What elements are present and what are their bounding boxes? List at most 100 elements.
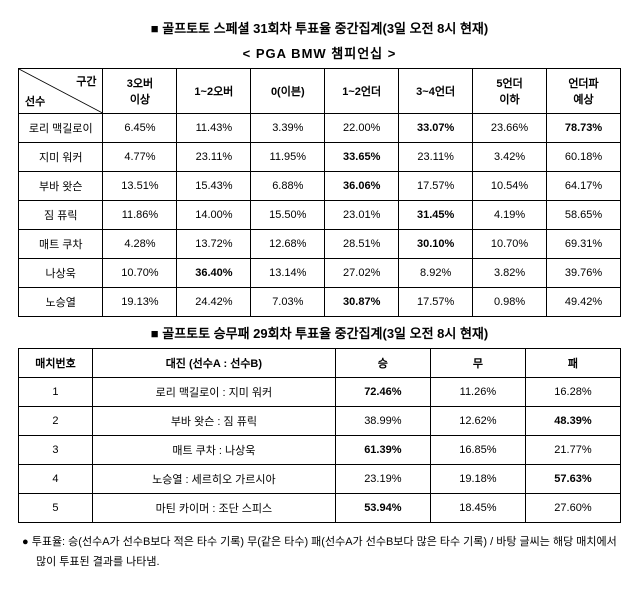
player-cell: 나상욱 (19, 259, 103, 288)
subtitle: < PGA BMW 챔피언십 > (18, 43, 621, 62)
value-cell: 30.10% (399, 230, 473, 259)
col-header: 5언더 이하 (473, 69, 547, 114)
col-header: 매치번호 (19, 349, 93, 378)
table-row: 매트 쿠차4.28%13.72%12.68%28.51%30.10%10.70%… (19, 230, 621, 259)
value-cell: 27.02% (325, 259, 399, 288)
player-cell: 매트 쿠차 (19, 230, 103, 259)
matchup-cell: 매트 쿠차 : 나상욱 (92, 436, 335, 465)
d-cell: 18.45% (430, 494, 525, 523)
w-cell: 38.99% (335, 407, 430, 436)
matchup-cell: 노승열 : 세르히오 가르시아 (92, 465, 335, 494)
col-header: 패 (525, 349, 620, 378)
value-cell: 31.45% (399, 201, 473, 230)
value-cell: 33.65% (325, 143, 399, 172)
value-cell: 10.70% (473, 230, 547, 259)
table-row: 5마틴 카이머 : 조단 스피스53.94%18.45%27.60% (19, 494, 621, 523)
value-cell: 19.13% (103, 288, 177, 317)
value-cell: 14.00% (177, 201, 251, 230)
value-cell: 36.40% (177, 259, 251, 288)
l-cell: 27.60% (525, 494, 620, 523)
value-cell: 13.72% (177, 230, 251, 259)
d-cell: 11.26% (430, 378, 525, 407)
diag-top-label: 구간 (76, 73, 96, 89)
value-cell: 11.43% (177, 114, 251, 143)
value-cell: 3.42% (473, 143, 547, 172)
table-row: 3매트 쿠차 : 나상욱61.39%16.85%21.77% (19, 436, 621, 465)
col-header: 무 (430, 349, 525, 378)
col-header: 0(이븐) (251, 69, 325, 114)
value-cell: 60.18% (547, 143, 621, 172)
value-cell: 64.17% (547, 172, 621, 201)
l-cell: 21.77% (525, 436, 620, 465)
matchup-cell: 마틴 카이머 : 조단 스피스 (92, 494, 335, 523)
player-cell: 노승열 (19, 288, 103, 317)
match-no-cell: 5 (19, 494, 93, 523)
table-header-row: 매치번호 대진 (선수A : 선수B) 승 무 패 (19, 349, 621, 378)
table-row: 노승열19.13%24.42%7.03%30.87%17.57%0.98%49.… (19, 288, 621, 317)
value-cell: 6.45% (103, 114, 177, 143)
value-cell: 3.39% (251, 114, 325, 143)
table-header-row: 구간 선수 3오버 이상 1~2오버 0(이븐) 1~2언더 3~4언더 5언더… (19, 69, 621, 114)
value-cell: 4.77% (103, 143, 177, 172)
table-row: 지미 워커4.77%23.11%11.95%33.65%23.11%3.42%6… (19, 143, 621, 172)
table-row: 짐 퓨릭11.86%14.00%15.50%23.01%31.45%4.19%5… (19, 201, 621, 230)
value-cell: 11.86% (103, 201, 177, 230)
l-cell: 16.28% (525, 378, 620, 407)
col-header: 승 (335, 349, 430, 378)
value-cell: 6.88% (251, 172, 325, 201)
value-cell: 0.98% (473, 288, 547, 317)
value-cell: 78.73% (547, 114, 621, 143)
value-cell: 49.42% (547, 288, 621, 317)
value-cell: 58.65% (547, 201, 621, 230)
matchup-cell: 부바 왓슨 : 짐 퓨릭 (92, 407, 335, 436)
value-cell: 12.68% (251, 230, 325, 259)
table-row: 2부바 왓슨 : 짐 퓨릭38.99%12.62%48.39% (19, 407, 621, 436)
table-row: 로리 맥길로이6.45%11.43%3.39%22.00%33.07%23.66… (19, 114, 621, 143)
value-cell: 8.92% (399, 259, 473, 288)
table-row: 4노승열 : 세르히오 가르시아23.19%19.18%57.63% (19, 465, 621, 494)
diagonal-header: 구간 선수 (19, 69, 103, 114)
table-special: 구간 선수 3오버 이상 1~2오버 0(이븐) 1~2언더 3~4언더 5언더… (18, 68, 621, 317)
w-cell: 72.46% (335, 378, 430, 407)
w-cell: 61.39% (335, 436, 430, 465)
col-header: 대진 (선수A : 선수B) (92, 349, 335, 378)
value-cell: 36.06% (325, 172, 399, 201)
value-cell: 24.42% (177, 288, 251, 317)
value-cell: 33.07% (399, 114, 473, 143)
player-cell: 부바 왓슨 (19, 172, 103, 201)
col-header: 1~2오버 (177, 69, 251, 114)
value-cell: 23.11% (177, 143, 251, 172)
value-cell: 28.51% (325, 230, 399, 259)
col-header: 3~4언더 (399, 69, 473, 114)
d-cell: 19.18% (430, 465, 525, 494)
col-header: 1~2언더 (325, 69, 399, 114)
table-wld: 매치번호 대진 (선수A : 선수B) 승 무 패 1로리 맥길로이 : 지미 … (18, 348, 621, 523)
match-no-cell: 4 (19, 465, 93, 494)
footnote: ● 투표율: 승(선수A가 선수B보다 적은 타수 기록) 무(같은 타수) 패… (18, 533, 621, 573)
value-cell: 10.70% (103, 259, 177, 288)
d-cell: 12.62% (430, 407, 525, 436)
table-row: 1로리 맥길로이 : 지미 워커72.46%11.26%16.28% (19, 378, 621, 407)
diag-bot-label: 선수 (25, 93, 45, 109)
value-cell: 7.03% (251, 288, 325, 317)
l-cell: 48.39% (525, 407, 620, 436)
table-row: 부바 왓슨13.51%15.43%6.88%36.06%17.57%10.54%… (19, 172, 621, 201)
value-cell: 3.82% (473, 259, 547, 288)
value-cell: 10.54% (473, 172, 547, 201)
value-cell: 22.00% (325, 114, 399, 143)
player-cell: 짐 퓨릭 (19, 201, 103, 230)
value-cell: 69.31% (547, 230, 621, 259)
value-cell: 23.11% (399, 143, 473, 172)
value-cell: 30.87% (325, 288, 399, 317)
value-cell: 15.43% (177, 172, 251, 201)
title-1: ■ 골프토토 스페셜 31회차 투표율 중간집계(3일 오전 8시 현재) (18, 18, 621, 37)
value-cell: 17.57% (399, 288, 473, 317)
value-cell: 17.57% (399, 172, 473, 201)
value-cell: 11.95% (251, 143, 325, 172)
col-header: 3오버 이상 (103, 69, 177, 114)
match-no-cell: 3 (19, 436, 93, 465)
table-row: 나상욱10.70%36.40%13.14%27.02%8.92%3.82%39.… (19, 259, 621, 288)
col-header: 언더파 예상 (547, 69, 621, 114)
w-cell: 53.94% (335, 494, 430, 523)
player-cell: 로리 맥길로이 (19, 114, 103, 143)
